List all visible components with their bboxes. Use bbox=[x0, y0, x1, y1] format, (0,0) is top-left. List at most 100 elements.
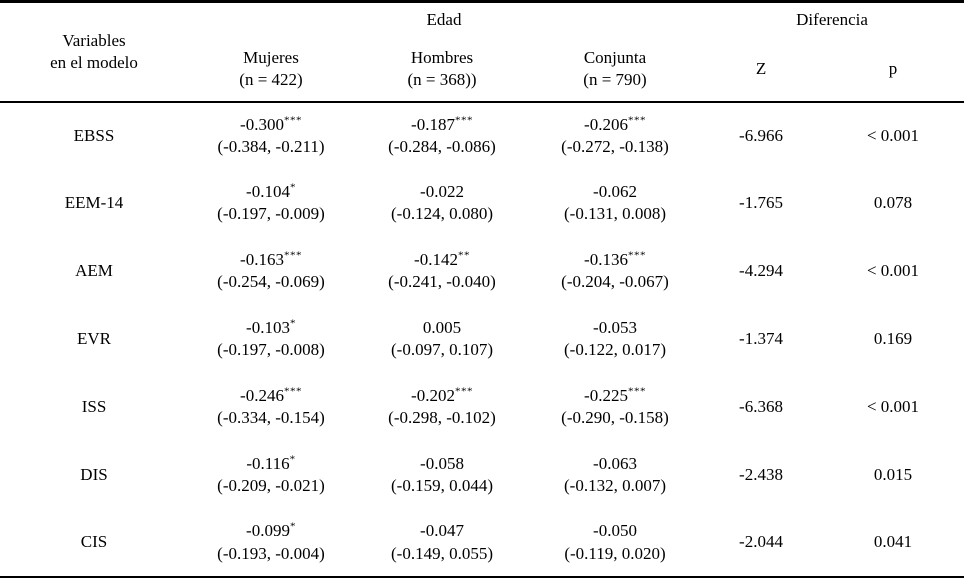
column-n: (n = 368)) bbox=[407, 70, 477, 89]
cell-conjunta: -0.053 (-0.122, 0.017) bbox=[530, 305, 700, 373]
confidence-interval: (-0.384, -0.211) bbox=[217, 136, 325, 156]
cell-z: -4.294 bbox=[739, 261, 783, 281]
confidence-interval: (-0.119, 0.020) bbox=[564, 543, 666, 563]
confidence-interval: (-0.254, -0.069) bbox=[217, 272, 325, 292]
cell-z: -1.374 bbox=[739, 329, 783, 349]
confidence-interval: (-0.193, -0.004) bbox=[217, 543, 325, 563]
significance-stars: * bbox=[289, 453, 296, 466]
variables-label-line1: Variables bbox=[62, 30, 126, 50]
cell-z: -2.438 bbox=[739, 465, 783, 485]
significance-stars: * bbox=[289, 520, 296, 533]
estimate: -0.053 bbox=[530, 317, 700, 339]
cell-hombres: -0.142** (-0.241, -0.040) bbox=[354, 237, 530, 305]
significance-stars: *** bbox=[283, 249, 302, 262]
estimate-value: 0.005 bbox=[422, 318, 462, 338]
confidence-interval: (-0.272, -0.138) bbox=[561, 136, 669, 156]
table-row-ebss: EBSS -0.300*** (-0.384, -0.211) -0.187**… bbox=[0, 102, 964, 170]
estimate-value: -0.136 bbox=[584, 250, 628, 270]
estimate-value: -0.022 bbox=[420, 182, 464, 202]
spanner-row: Variables en el modelo Edad Diferencia bbox=[0, 2, 964, 72]
confidence-interval: (-0.159, 0.044) bbox=[391, 476, 493, 496]
cell-hombres: -0.187*** (-0.284, -0.086) bbox=[354, 102, 530, 170]
estimate-value: -0.116 bbox=[246, 453, 290, 473]
table-row-eem14: EEM-14 -0.104* (-0.197, -0.009) -0.022 (… bbox=[0, 169, 964, 237]
column-header-mujeres: Mujeres (n = 422) bbox=[188, 38, 354, 102]
estimate-value: -0.058 bbox=[420, 453, 464, 473]
estimate-value: -0.053 bbox=[593, 318, 637, 338]
cell-z: -2.044 bbox=[739, 532, 783, 552]
cell-p: 0.169 bbox=[873, 329, 913, 349]
table-row-evr: EVR -0.103* (-0.197, -0.008) 0.005 (-0.0… bbox=[0, 305, 964, 373]
cell-p: 0.078 bbox=[873, 193, 913, 213]
significance-stars: *** bbox=[283, 385, 302, 398]
cell-conjunta: -0.136*** (-0.204, -0.067) bbox=[530, 237, 700, 305]
estimate-value: -0.047 bbox=[420, 521, 464, 541]
estimate: -0.246*** bbox=[188, 385, 354, 407]
estimate-value: -0.163 bbox=[240, 250, 284, 270]
confidence-interval: (-0.124, 0.080) bbox=[391, 204, 493, 224]
confidence-interval: (-0.204, -0.067) bbox=[561, 272, 669, 292]
subheader-row: Mujeres (n = 422) Hombres (n = 368)) Con… bbox=[0, 38, 964, 102]
cell-conjunta: -0.225*** (-0.290, -0.158) bbox=[530, 373, 700, 441]
estimate: -0.050 bbox=[530, 520, 700, 542]
estimate-value: -0.104 bbox=[246, 182, 290, 202]
row-variable: CIS bbox=[80, 532, 108, 552]
cell-z: -6.966 bbox=[739, 125, 783, 145]
cell-mujeres: -0.103* (-0.197, -0.008) bbox=[188, 305, 354, 373]
cell-hombres: -0.047 (-0.149, 0.055) bbox=[354, 509, 530, 577]
cell-mujeres: -0.300*** (-0.384, -0.211) bbox=[188, 102, 354, 170]
estimate-value: -0.202 bbox=[411, 386, 455, 406]
significance-stars: *** bbox=[627, 114, 646, 127]
estimate: -0.022 bbox=[354, 181, 530, 203]
cell-conjunta: -0.206*** (-0.272, -0.138) bbox=[530, 102, 700, 170]
confidence-interval: (-0.149, 0.055) bbox=[391, 543, 493, 563]
table-body: EBSS -0.300*** (-0.384, -0.211) -0.187**… bbox=[0, 102, 964, 578]
column-name: Conjunta bbox=[583, 47, 647, 67]
cell-mujeres: -0.163*** (-0.254, -0.069) bbox=[188, 237, 354, 305]
column-group-diferencia: Diferencia bbox=[796, 10, 868, 30]
significance-stars: *** bbox=[283, 114, 302, 127]
column-name: Hombres bbox=[410, 47, 474, 67]
significance-stars: *** bbox=[627, 385, 646, 398]
estimate: -0.142** bbox=[354, 249, 530, 271]
significance-stars: ** bbox=[457, 249, 470, 262]
confidence-interval: (-0.132, 0.007) bbox=[564, 476, 666, 496]
cell-hombres: -0.022 (-0.124, 0.080) bbox=[354, 169, 530, 237]
confidence-interval: (-0.197, -0.008) bbox=[217, 340, 325, 360]
row-variable: EVR bbox=[77, 329, 111, 349]
cell-hombres: -0.202*** (-0.298, -0.102) bbox=[354, 373, 530, 441]
estimate: -0.300*** bbox=[188, 114, 354, 136]
column-name: Mujeres bbox=[243, 47, 299, 67]
column-n: (n = 422) bbox=[239, 70, 303, 89]
cell-conjunta: -0.063 (-0.132, 0.007) bbox=[530, 441, 700, 509]
table-row-aem: AEM -0.163*** (-0.254, -0.069) -0.142** … bbox=[0, 237, 964, 305]
estimate: -0.062 bbox=[530, 181, 700, 203]
estimate: -0.202*** bbox=[354, 385, 530, 407]
estimate-value: -0.063 bbox=[593, 453, 637, 473]
confidence-interval: (-0.290, -0.158) bbox=[561, 408, 669, 428]
estimate-value: -0.300 bbox=[240, 114, 284, 134]
column-group-edad: Edad bbox=[426, 10, 462, 30]
estimate: -0.103* bbox=[188, 317, 354, 339]
estimate: -0.063 bbox=[530, 453, 700, 475]
cell-conjunta: -0.050 (-0.119, 0.020) bbox=[530, 509, 700, 577]
column-n: (n = 790) bbox=[583, 70, 647, 89]
estimate-value: -0.225 bbox=[584, 386, 628, 406]
cell-z: -1.765 bbox=[739, 193, 783, 213]
row-variable: DIS bbox=[80, 465, 108, 485]
cell-p: < 0.001 bbox=[866, 125, 920, 145]
confidence-interval: (-0.284, -0.086) bbox=[388, 136, 496, 156]
column-header-conjunta: Conjunta (n = 790) bbox=[530, 38, 700, 102]
row-variable: EBSS bbox=[73, 125, 115, 145]
significance-stars: * bbox=[289, 317, 296, 330]
table-row-iss: ISS -0.246*** (-0.334, -0.154) -0.202***… bbox=[0, 373, 964, 441]
significance-stars: *** bbox=[627, 249, 646, 262]
confidence-interval: (-0.197, -0.009) bbox=[217, 204, 325, 224]
estimate: -0.206*** bbox=[530, 114, 700, 136]
significance-stars: *** bbox=[454, 385, 473, 398]
confidence-interval: (-0.209, -0.021) bbox=[217, 476, 325, 496]
estimate-value: -0.062 bbox=[593, 182, 637, 202]
estimate: -0.104* bbox=[188, 181, 354, 203]
estimate: 0.005 bbox=[354, 317, 530, 339]
